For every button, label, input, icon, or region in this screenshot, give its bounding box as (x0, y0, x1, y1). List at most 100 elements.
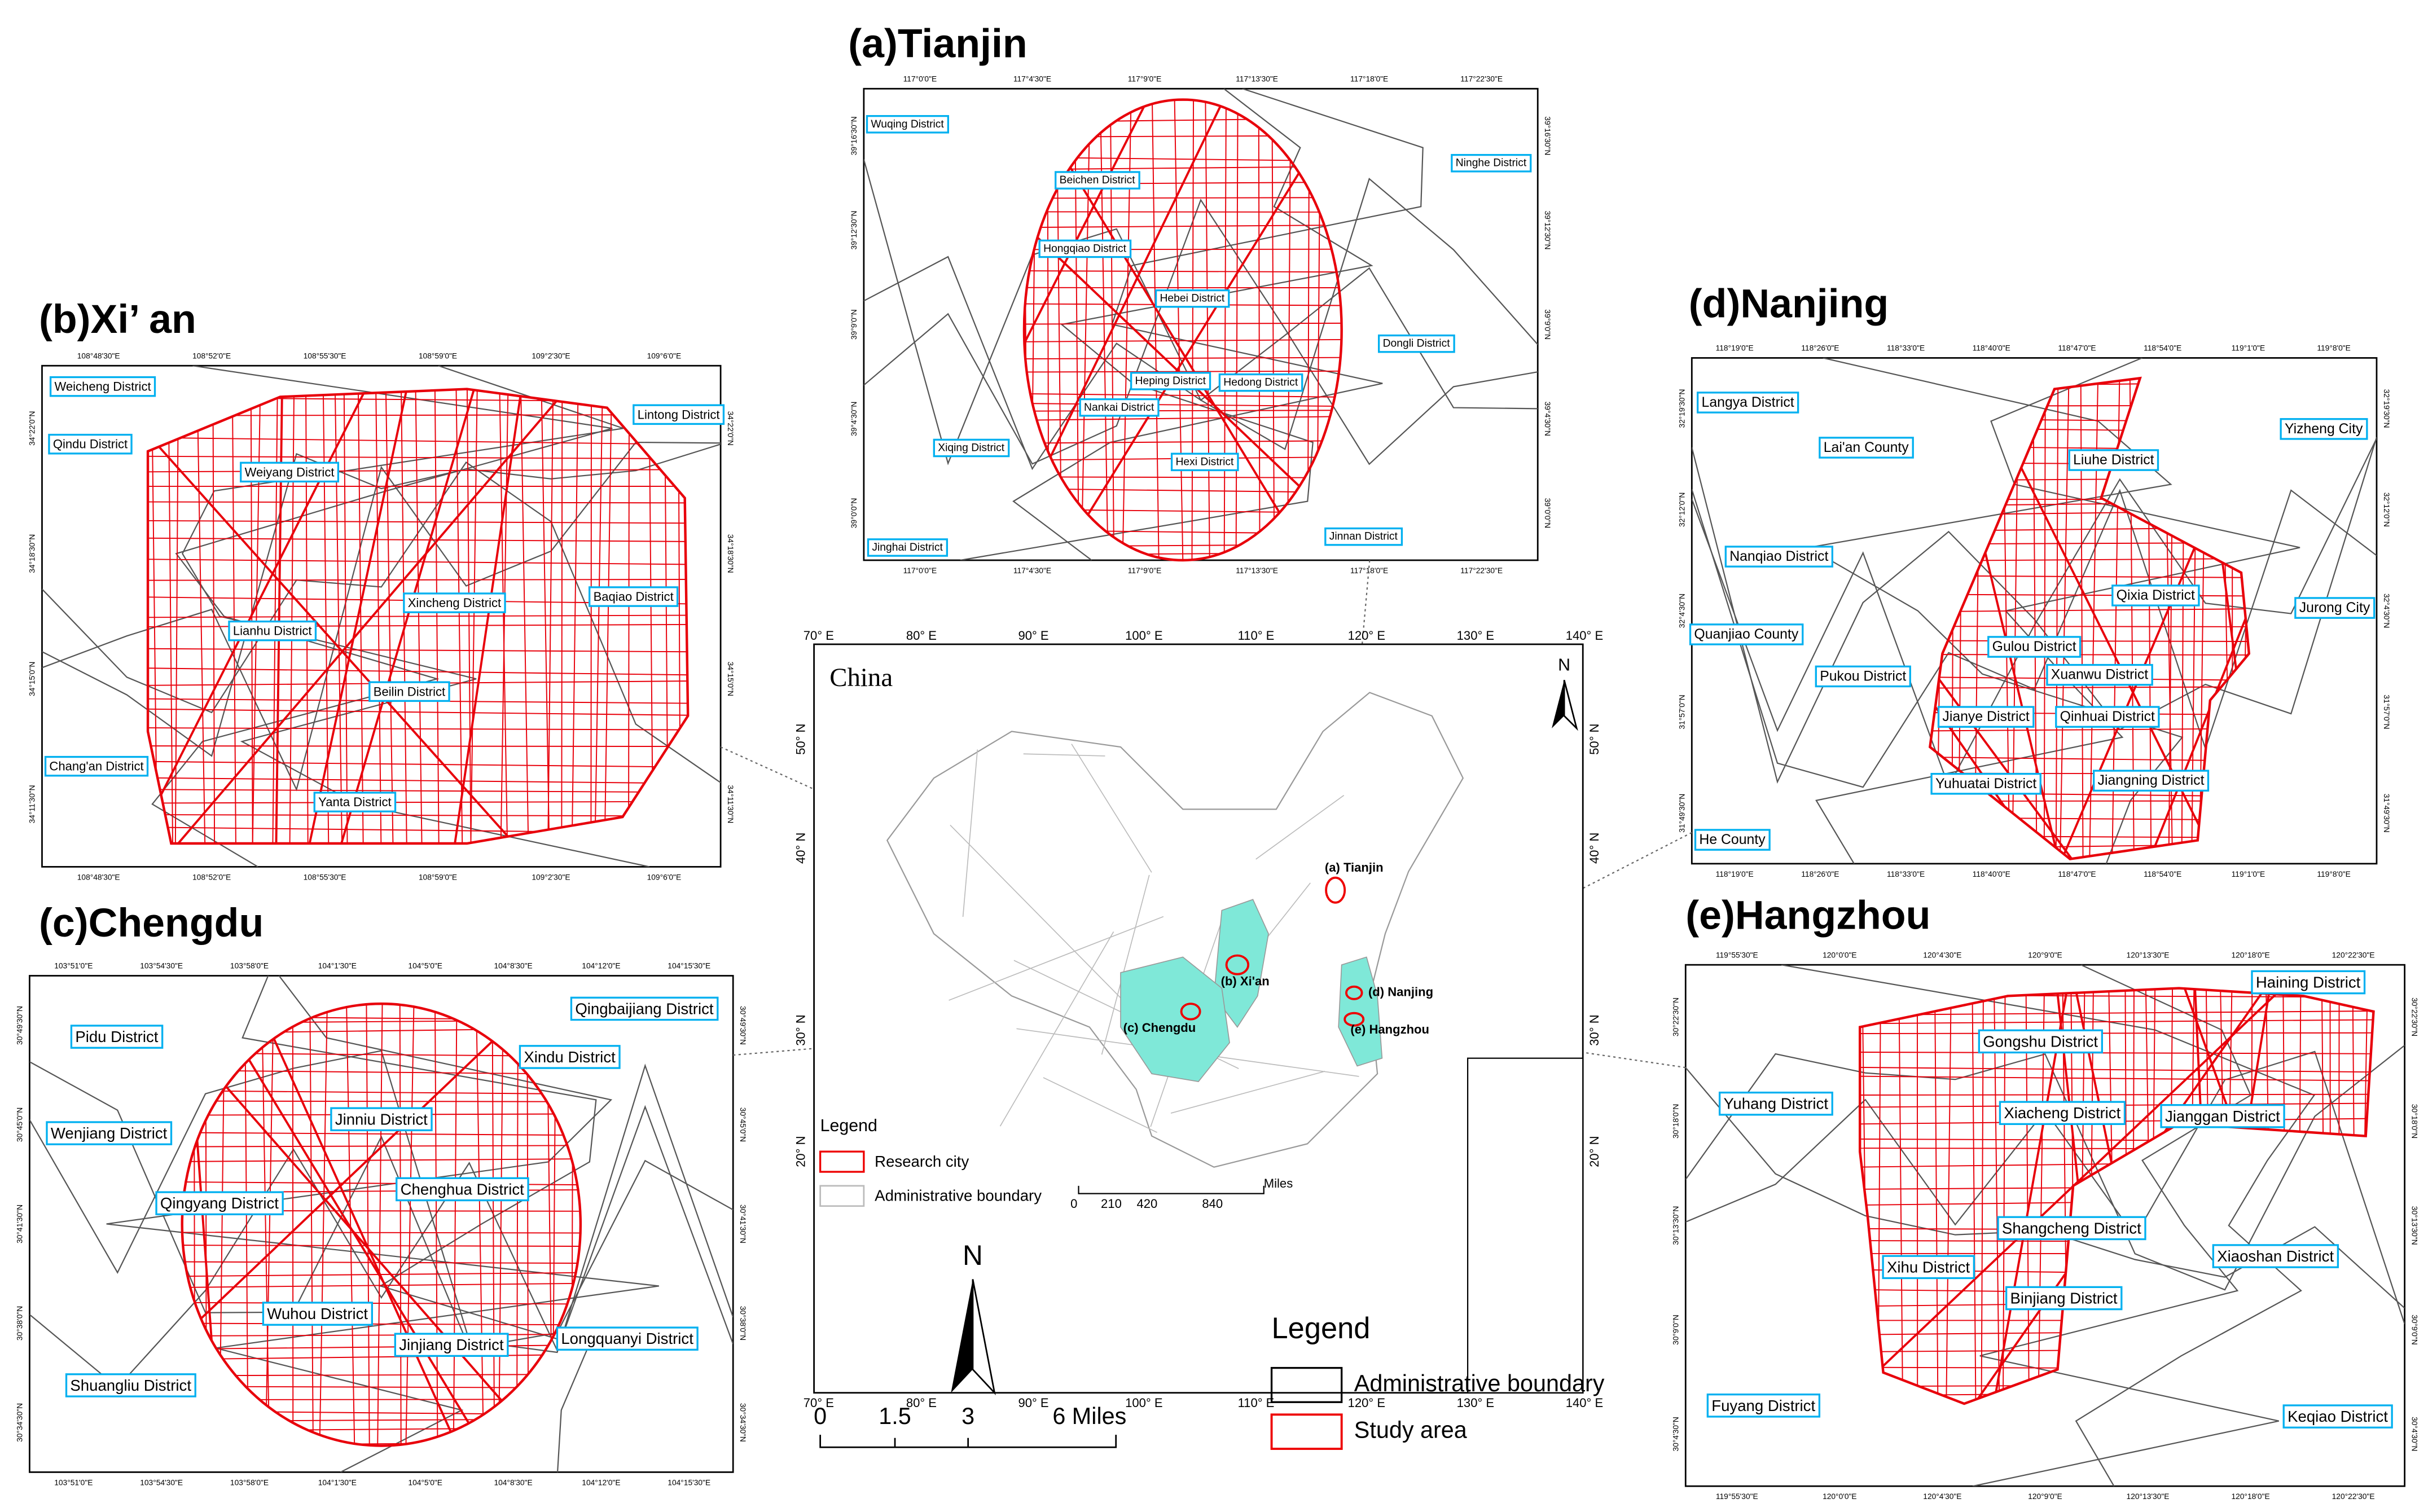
map-panel: (d)Nanjing 118°19'0"E 118°19'0"E 118°26'0"E… (1678, 281, 2390, 878)
road (182, 1417, 581, 1423)
latitude-label: 50° N (793, 724, 807, 755)
admin-boundary (863, 177, 1538, 471)
label-box (556, 1326, 699, 1351)
district-label: Jiangning District (2098, 773, 2205, 788)
district-label: Longquanyi District (561, 1330, 693, 1347)
district-label: Wuhou District (267, 1305, 368, 1322)
road (244, 1004, 470, 1446)
latitude-label: 40° N (1587, 833, 1601, 864)
longitude-label: 104°15'30"E (668, 962, 710, 970)
label-box (1937, 706, 2035, 728)
label-box (519, 1045, 621, 1069)
latitude-label: 34°18'30"N (726, 534, 735, 573)
longitude-label: 109°2'30"E (532, 873, 570, 881)
scale-unit: Miles (1264, 1176, 1293, 1190)
road (275, 389, 284, 844)
road (1930, 815, 2249, 821)
district-label: Lintong District (638, 407, 720, 421)
road (1024, 438, 1342, 445)
latitude-label: 30°49'30"N (739, 1006, 747, 1045)
road (2080, 378, 2084, 859)
road (1860, 1093, 2374, 1096)
province-boundary (949, 916, 1164, 1001)
label-box (394, 1333, 509, 1357)
longitude-label: 104°5'0"E (408, 962, 442, 970)
district-label: Haining District (2256, 974, 2361, 991)
latitude-label: 31°49'30"N (1678, 794, 1686, 833)
label-box (2160, 1104, 2285, 1128)
scale-label: 0 (1070, 1197, 1077, 1211)
label-box (1819, 437, 1914, 459)
label-box (1079, 398, 1160, 417)
longitude-label: 118°33'0"E (1887, 870, 1925, 878)
road (1081, 99, 1091, 561)
longitude-label: 109°6'0"E (647, 873, 682, 881)
latitude-label: 30°9'0"N (1671, 1315, 1680, 1345)
longitude-label: 118°47'0"E (2058, 344, 2096, 353)
label-box (2005, 1286, 2123, 1311)
district-label: Jinnan District (1329, 531, 1398, 543)
road (434, 389, 440, 844)
longitude-label: 120°4'30"E (1923, 951, 1961, 959)
longitude-label: 120° E (1348, 628, 1385, 643)
label-box (933, 438, 1010, 458)
admin-boundary (1692, 438, 2377, 788)
longitude-label: 108°55'30"E (304, 351, 346, 360)
road (466, 389, 472, 844)
road (469, 389, 478, 844)
road (333, 389, 482, 844)
road (400, 389, 408, 844)
district-label: Dongli District (1383, 338, 1451, 350)
district-label: Lianhu District (233, 624, 312, 638)
latitude-label: 34°18'30"N (28, 534, 37, 573)
longitude-label: 117°22'30"E (1460, 566, 1503, 575)
overview-title: China (829, 663, 893, 692)
road (182, 1188, 581, 1194)
latitude-label: 32°4'30"N (2382, 594, 2391, 628)
longitude-label: 117°13'30"E (1236, 566, 1278, 575)
road (1024, 507, 1342, 516)
road (399, 1004, 402, 1446)
road (1930, 674, 2249, 682)
admin-boundary (182, 366, 650, 867)
district-label: Yizheng City (2285, 421, 2363, 437)
road (182, 1385, 581, 1389)
longitude-label: 117°13'30"E (1236, 74, 1278, 83)
road (182, 1231, 581, 1234)
label-box (866, 115, 949, 134)
latitude-label: 30°41'30"N (739, 1205, 747, 1243)
road (182, 1398, 581, 1401)
road (148, 469, 688, 473)
latitude-label: 32°19'30"N (2382, 389, 2391, 428)
longitude-label: 100° E (1125, 1396, 1162, 1410)
map-panel: (a)Tianjin 117°0'0"E 117°0'0"E 117°4'30"E 11… (848, 21, 1552, 575)
latitude-label: 39°16'30"N (1543, 116, 1552, 155)
city-label: (d) Nanjing (1368, 985, 1433, 999)
admin-boundary (1692, 489, 2377, 788)
longitude-label: 104°12'0"E (582, 962, 620, 970)
admin-boundary (1692, 437, 2377, 784)
province-boundary (1101, 874, 1150, 1055)
road (148, 578, 688, 581)
city-label: (c) Chengdu (1123, 1021, 1196, 1035)
latitude-label: 30°4'30"N (1671, 1417, 1680, 1451)
road (182, 1440, 581, 1446)
label-box (1815, 665, 1911, 688)
district-label: Jinjiang District (399, 1336, 504, 1353)
district-label: Hedong District (1223, 377, 1298, 389)
admin-boundary (242, 975, 597, 1473)
longitude-label: 118°47'0"E (2058, 870, 2096, 878)
road (1024, 223, 1342, 230)
road (1930, 443, 2249, 452)
longitude-label: 104°8'30"E (494, 1478, 532, 1487)
district-label: Weicheng District (54, 380, 151, 394)
road (1024, 543, 1342, 548)
road (212, 389, 216, 844)
research-city (1180, 1003, 1201, 1021)
road (498, 389, 508, 844)
latitude-label: 30°49'30"N (15, 1006, 24, 1045)
label-box (46, 1121, 173, 1145)
longitude-label: 119°1'0"E (2232, 870, 2265, 878)
panel-title: (c)Chengdu (39, 900, 264, 946)
latitude-label: 31°49'30"N (2382, 794, 2391, 833)
